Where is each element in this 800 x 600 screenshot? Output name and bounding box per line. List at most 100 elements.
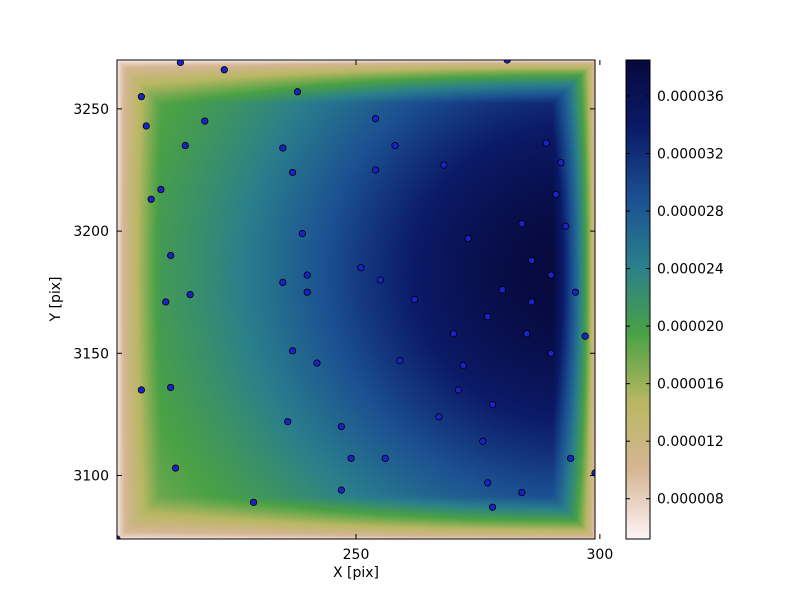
colorbar-ticks: 0.000008 0.000012 0.000016 0.000020 0.000024… [626, 89, 724, 508]
colorbar-tick-label: 0.000028 [657, 204, 724, 220]
data-point [181, 141, 189, 150]
data-point [249, 498, 258, 506]
data-point [293, 88, 302, 96]
colorbar-tick-label: 0.000036 [657, 89, 724, 105]
data-point [571, 288, 580, 296]
data-point [381, 454, 389, 462]
data-point [527, 256, 536, 264]
data-point [313, 359, 321, 367]
data-point [792, 186, 798, 192]
data-point [391, 141, 399, 150]
data-point [137, 93, 145, 101]
x-axis-label: X [pix] [333, 565, 379, 581]
data-point [484, 313, 492, 321]
colorbar-tick-label: 0.000016 [657, 377, 724, 393]
data-point [410, 295, 419, 304]
x-tick-label: 250 [343, 547, 370, 563]
data-point [220, 66, 228, 74]
data-point [371, 166, 380, 174]
data-point [167, 251, 175, 260]
scatter-points [117, 60, 800, 539]
data-point [284, 418, 292, 426]
y-tick-label: 3100 [73, 468, 109, 484]
data-point [670, 196, 676, 202]
colorbar-tick-label: 0.000024 [657, 262, 724, 278]
data-point [488, 503, 497, 511]
data-point [557, 159, 565, 167]
data-point [523, 330, 531, 338]
colorbar-tick-label: 0.000020 [657, 319, 724, 335]
data-point [797, 467, 800, 473]
data-point [337, 486, 345, 494]
data-point [396, 356, 404, 365]
data-point [186, 291, 194, 299]
data-point [567, 454, 575, 462]
data-point [675, 135, 681, 141]
data-point [484, 479, 492, 487]
y-axis: 3100 3150 3200 3250 [73, 102, 595, 484]
data-point [162, 298, 170, 306]
data-point [147, 195, 155, 203]
data-point [279, 278, 287, 286]
data-point [137, 386, 145, 394]
colorbar-tick-label: 0.000008 [657, 492, 724, 508]
data-point [464, 234, 472, 243]
data-point [581, 332, 589, 340]
data-point [772, 147, 778, 153]
data-point [552, 190, 560, 199]
data-point [498, 286, 506, 294]
y-tick-label: 3200 [73, 224, 109, 240]
data-point [157, 185, 165, 194]
plot-area [116, 59, 800, 540]
data-point [597, 230, 603, 236]
data-point [459, 361, 467, 370]
data-point [797, 433, 800, 439]
data-point [542, 139, 550, 147]
data-point [518, 488, 526, 497]
data-point [660, 460, 666, 466]
data-point [488, 400, 497, 409]
data-point [288, 168, 297, 177]
data-point [454, 386, 463, 394]
data-point [743, 345, 749, 351]
data-point [201, 117, 209, 125]
y-tick-label: 3250 [73, 102, 109, 118]
colorbar: 0.000008 0.000012 0.000016 0.000020 0.000024… [625, 59, 724, 540]
y-axis-label: Y [pix] [48, 277, 64, 323]
data-point [298, 229, 306, 238]
data-point [142, 122, 150, 130]
data-point [303, 271, 311, 279]
data-point [288, 347, 297, 355]
colorbar-gradient [626, 60, 650, 539]
x-tick-label: 300 [587, 547, 614, 563]
data-point [728, 289, 734, 295]
data-point [518, 220, 526, 228]
heatmap-surface [117, 60, 595, 539]
data-point [660, 291, 666, 297]
data-point [357, 264, 365, 272]
data-point [435, 413, 443, 421]
data-point [376, 276, 384, 284]
data-point [562, 222, 570, 230]
data-point [479, 437, 487, 445]
data-point [503, 60, 511, 64]
data-point [371, 115, 380, 123]
colorbar-tick-label: 0.000032 [657, 146, 724, 162]
data-point [527, 298, 536, 306]
colorbar-tick-label: 0.000012 [657, 434, 724, 450]
data-point [449, 330, 458, 338]
data-point [303, 288, 311, 296]
data-point [279, 144, 287, 152]
data-point [440, 161, 448, 169]
data-point [689, 250, 695, 256]
y-tick-label: 3150 [73, 346, 109, 362]
data-point [547, 349, 555, 357]
data-point [347, 454, 355, 462]
data-point [176, 60, 185, 67]
data-point [547, 271, 555, 279]
data-point [171, 464, 180, 472]
data-point [337, 422, 345, 431]
data-point [787, 331, 793, 337]
colorbar-frame [625, 59, 651, 540]
